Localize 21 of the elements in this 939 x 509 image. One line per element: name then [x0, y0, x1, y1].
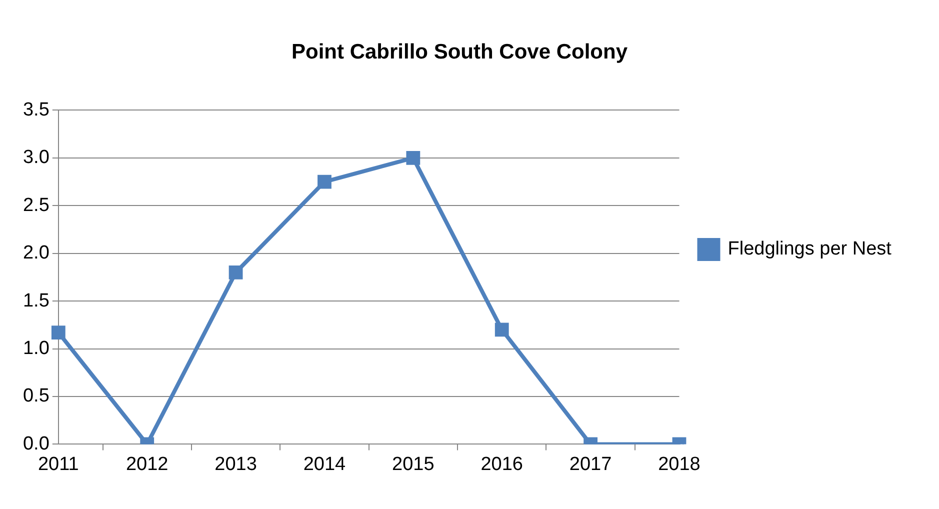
y-tick-label: 1.5: [22, 290, 50, 312]
y-tick-label: 1.0: [22, 338, 50, 360]
y-tick-label: 3.5: [22, 99, 50, 120]
legend-label: Fledglings per Nest: [728, 238, 892, 260]
x-tick-label: 2013: [214, 454, 257, 475]
point: [318, 174, 332, 189]
y-tick-label: 2.0: [22, 242, 50, 264]
chart-title: Point Cabrillo South Cove Colony: [292, 40, 628, 64]
y-tick-label: 0.0: [22, 433, 50, 454]
x-tick-label: 2011: [38, 454, 79, 475]
x-tick-label: 2016: [480, 454, 524, 475]
x-tick-label: 2017: [569, 454, 612, 475]
y-tick-label: 2.5: [22, 194, 50, 216]
x-tick-label: 2014: [303, 454, 346, 475]
x-tick-label: 2018: [658, 454, 700, 475]
y-tick-label: 0.5: [22, 386, 50, 407]
point: [228, 265, 243, 280]
y-tick-label: 3.0: [22, 147, 50, 168]
x-tick-label: 2015: [392, 454, 434, 475]
point: [406, 150, 420, 165]
x-tick-label: 2012: [126, 454, 168, 475]
